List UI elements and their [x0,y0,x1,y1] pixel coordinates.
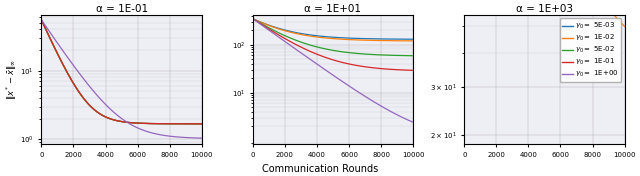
Title: α = 1E-01: α = 1E-01 [95,4,148,14]
Title: α = 1E+01: α = 1E+01 [305,4,362,14]
Legend: $\gamma_0=$ 5E-03, $\gamma_0=$ 1E-02, $\gamma_0=$ 5E-02, $\gamma_0=$ 1E-01, $\ga: $\gamma_0=$ 5E-03, $\gamma_0=$ 1E-02, $\… [559,18,621,82]
Title: α = 1E+03: α = 1E+03 [516,4,573,14]
Text: Communication Rounds: Communication Rounds [262,164,378,174]
Y-axis label: $\|x^* - \bar{x}\|_\infty$: $\|x^* - \bar{x}\|_\infty$ [4,59,19,100]
